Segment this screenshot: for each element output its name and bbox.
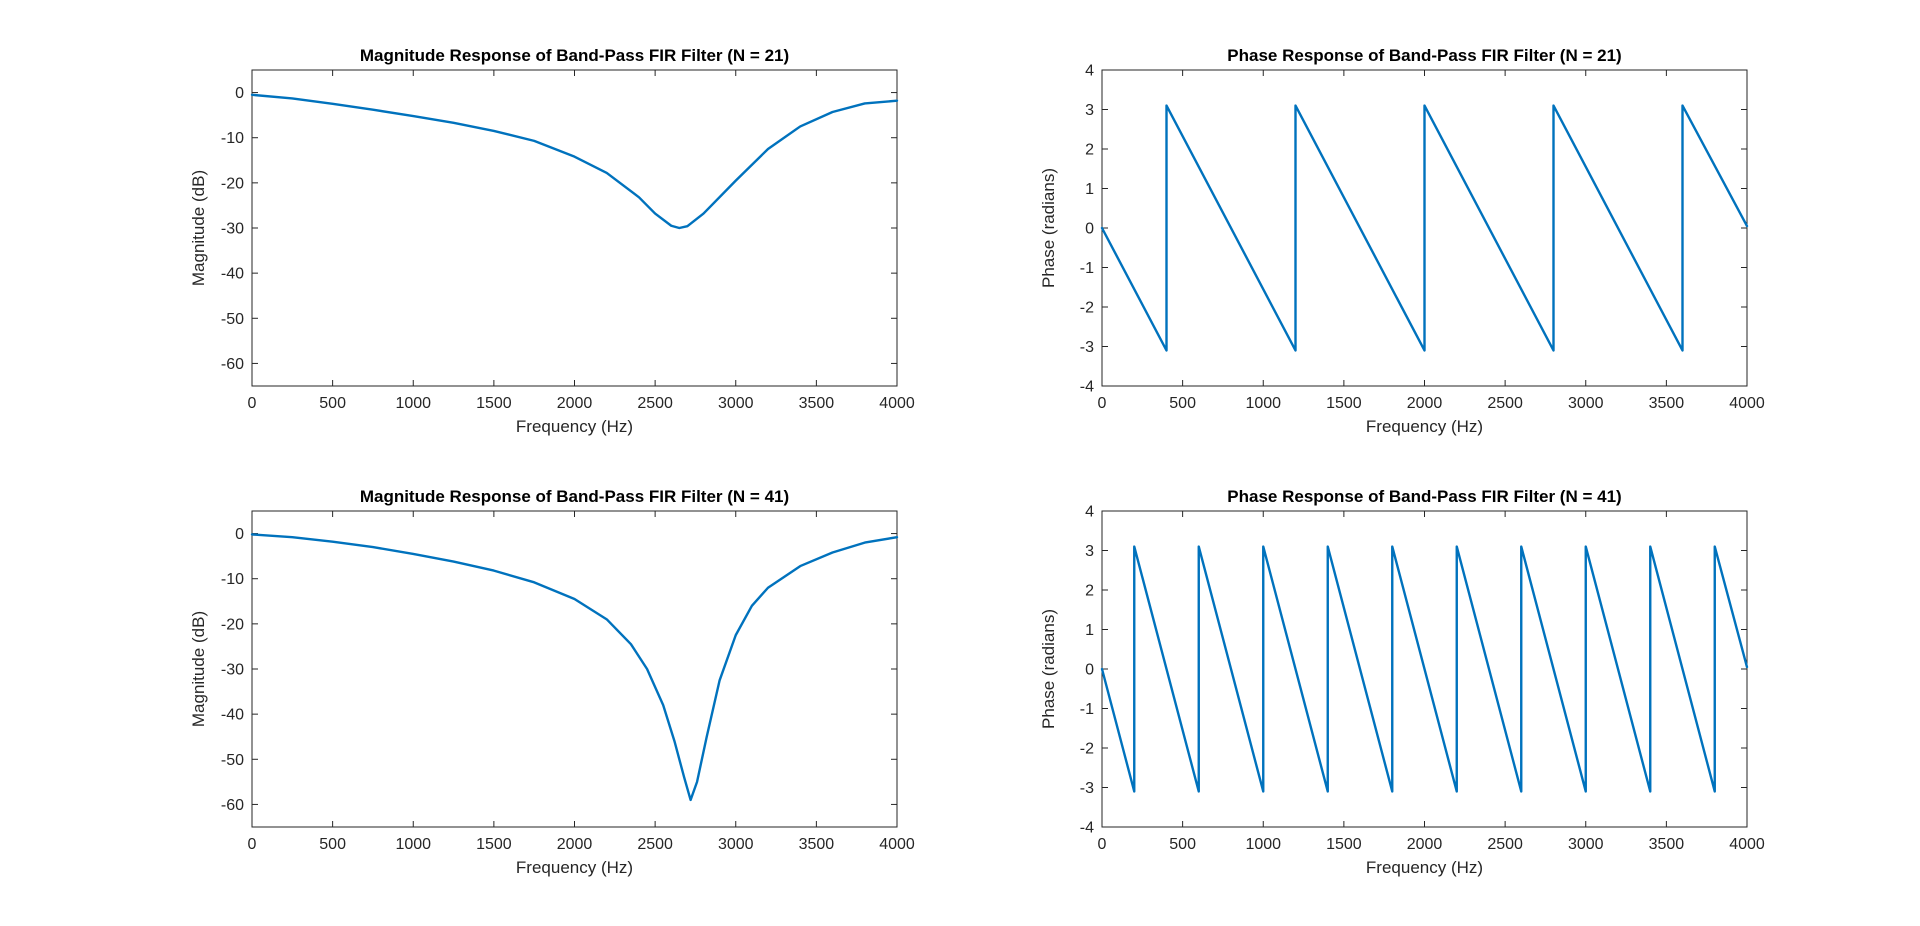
y-tick-label: 2 [1085, 583, 1094, 600]
x-tick-label: 2000 [557, 836, 593, 853]
x-tick-label: 0 [1098, 395, 1107, 412]
x-tick-label: 500 [319, 395, 346, 412]
y-tick-label: -4 [1080, 820, 1094, 837]
x-tick-label: 2500 [637, 836, 673, 853]
x-tick-label: 3000 [718, 395, 754, 412]
x-tick-label: 3000 [718, 836, 754, 853]
x-tick-label: 1000 [395, 395, 431, 412]
x-tick-label: 0 [248, 395, 257, 412]
y-tick-label: -3 [1080, 780, 1094, 797]
y-tick-label: 0 [235, 526, 244, 543]
chart-phase-n41: 0 500 1000 1500 2000 2500 3000 3500 4000 -4 -3 -2 -1… [1039, 487, 1765, 877]
chart-magnitude-n21: 0 500 1000 1500 2000 2500 3000 3500 4000 -60 -50 -4… [189, 46, 915, 436]
y-tick-label: -10 [221, 130, 244, 147]
x-tick-label: 500 [1169, 395, 1196, 412]
y-axis-label: Phase (radians) [1039, 168, 1058, 288]
x-tick-label: 3000 [1568, 836, 1604, 853]
y-tick-label: -3 [1080, 339, 1094, 356]
x-tick-label: 2500 [1487, 395, 1523, 412]
y-tick-label: 3 [1085, 102, 1094, 119]
x-axis-label: Frequency (Hz) [1366, 858, 1483, 877]
x-tick-label: 3500 [1649, 836, 1685, 853]
x-tick-label: 2500 [1487, 836, 1523, 853]
y-tick-label: -50 [221, 752, 244, 769]
x-axis-label: Frequency (Hz) [516, 417, 633, 436]
x-tick-label: 4000 [1729, 395, 1765, 412]
y-tick-label: -1 [1080, 260, 1094, 277]
y-tick-label: -1 [1080, 701, 1094, 718]
x-axis-label: Frequency (Hz) [1366, 417, 1483, 436]
y-tick-label: 0 [1085, 662, 1094, 679]
y-tick-label: -10 [221, 571, 244, 588]
x-tick-label: 1500 [1326, 395, 1362, 412]
x-tick-label: 3500 [799, 836, 835, 853]
y-tick-label: 1 [1085, 622, 1094, 639]
x-tick-label: 0 [1098, 836, 1107, 853]
y-tick-label: 2 [1085, 142, 1094, 159]
y-axis-label: Phase (radians) [1039, 609, 1058, 729]
y-tick-label: 0 [235, 85, 244, 102]
x-tick-label: 1000 [1245, 395, 1281, 412]
x-tick-label: 3500 [799, 395, 835, 412]
chart-title: Magnitude Response of Band-Pass FIR Filt… [360, 46, 789, 65]
y-tick-label: 4 [1085, 63, 1094, 80]
chart-title: Phase Response of Band-Pass FIR Filter (… [1227, 46, 1621, 65]
series-line-magnitude-n41 [250, 533, 899, 802]
y-tick-label: 0 [1085, 221, 1094, 238]
series-line-phase-n21 [1100, 104, 1749, 352]
x-tick-label: 4000 [879, 395, 915, 412]
y-tick-label: 3 [1085, 543, 1094, 560]
chart-title: Phase Response of Band-Pass FIR Filter (… [1227, 487, 1621, 506]
series-line-phase-n41 [1100, 545, 1749, 793]
y-axis-label: Magnitude (dB) [189, 611, 208, 727]
x-tick-label: 1500 [1326, 836, 1362, 853]
y-tick-label: -2 [1080, 300, 1094, 317]
y-tick-label: -30 [221, 662, 244, 679]
x-tick-label: 0 [248, 836, 257, 853]
chart-title: Magnitude Response of Band-Pass FIR Filt… [360, 487, 789, 506]
y-tick-label: -2 [1080, 741, 1094, 758]
x-tick-label: 1500 [476, 395, 512, 412]
y-tick-label: -30 [221, 221, 244, 238]
x-tick-label: 3500 [1649, 395, 1685, 412]
x-tick-label: 3000 [1568, 395, 1604, 412]
y-tick-label: -60 [221, 797, 244, 814]
chart-magnitude-n41: 0 500 1000 1500 2000 2500 3000 3500 4000 -60 -50 -4… [189, 487, 915, 877]
axes-box [251, 69, 898, 387]
x-tick-label: 1000 [1245, 836, 1281, 853]
x-tick-label: 1000 [395, 836, 431, 853]
x-tick-label: 4000 [879, 836, 915, 853]
chart-phase-n21: 0 500 1000 1500 2000 2500 3000 3500 4000 -4 -3 -2 -1… [1039, 46, 1765, 436]
y-tick-label: -4 [1080, 379, 1094, 396]
y-tick-label: 4 [1085, 504, 1094, 521]
x-tick-label: 2000 [1407, 836, 1443, 853]
y-tick-label: -60 [221, 356, 244, 373]
x-axis-label: Frequency (Hz) [516, 858, 633, 877]
y-axis-label: Magnitude (dB) [189, 170, 208, 286]
y-tick-label: -20 [221, 616, 244, 633]
series-line-magnitude-n21 [250, 93, 899, 230]
x-tick-label: 2000 [1407, 395, 1443, 412]
y-tick-label: 1 [1085, 181, 1094, 198]
axes-box [251, 510, 898, 828]
x-tick-label: 2500 [637, 395, 673, 412]
x-tick-label: 500 [1169, 836, 1196, 853]
x-tick-label: 4000 [1729, 836, 1765, 853]
y-tick-label: -40 [221, 266, 244, 283]
x-tick-label: 1500 [476, 836, 512, 853]
y-tick-label: -50 [221, 311, 244, 328]
y-tick-label: -40 [221, 707, 244, 724]
y-tick-label: -20 [221, 175, 244, 192]
x-tick-label: 2000 [557, 395, 593, 412]
x-tick-label: 500 [319, 836, 346, 853]
